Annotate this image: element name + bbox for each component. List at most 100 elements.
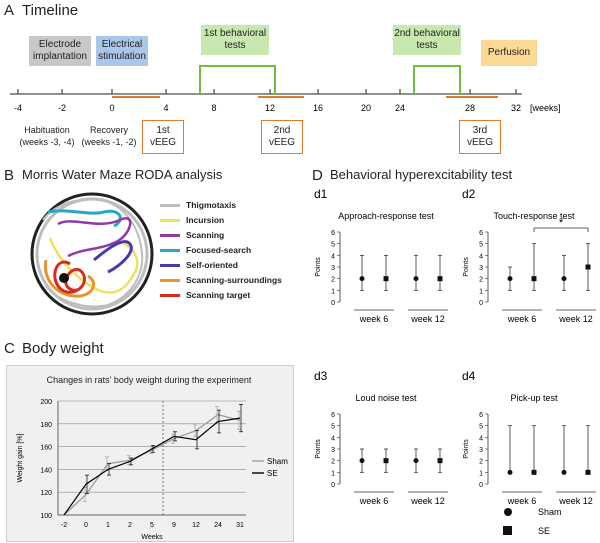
panel-d-title: Behavioral hyperexcitability test bbox=[330, 167, 513, 182]
group-label: week 12 bbox=[558, 314, 593, 324]
x-tick-label: 5 bbox=[150, 522, 154, 529]
y-axis-label: Points bbox=[315, 439, 322, 459]
group-label: week 6 bbox=[359, 496, 389, 506]
y-tick-label: 180 bbox=[40, 422, 52, 429]
sham-marker bbox=[507, 469, 513, 475]
y-axis-label: Points bbox=[463, 439, 470, 459]
behavioral-tests-1-box: 1st behavioral tests bbox=[201, 25, 269, 55]
y-tick-label: 160 bbox=[40, 445, 52, 452]
group-label: week 6 bbox=[507, 496, 537, 506]
behavioral-test-bracket bbox=[413, 65, 461, 94]
timeline-tick-label: 8 bbox=[211, 103, 216, 113]
y-axis-label: Weight gain [%] bbox=[17, 434, 24, 483]
timeline-tick-label: 12 bbox=[265, 103, 275, 113]
y-tick-label: 5 bbox=[479, 424, 483, 431]
legend-label: Self-oriented bbox=[186, 260, 238, 270]
platform-marker bbox=[59, 273, 69, 283]
se-marker bbox=[585, 469, 591, 475]
y-tick-label: 3 bbox=[331, 265, 335, 272]
se-marker bbox=[585, 264, 591, 270]
subpanel-id: d3 bbox=[314, 369, 328, 383]
legend-sham-label: Sham bbox=[538, 507, 562, 517]
veeg-3-box: 3rd vEEG bbox=[459, 120, 501, 154]
legend-label: Scanning target bbox=[186, 290, 251, 300]
se-marker bbox=[383, 458, 389, 464]
x-tick-label: 2 bbox=[128, 522, 132, 529]
y-tick-label: 100 bbox=[40, 513, 52, 520]
x-tick-label: 9 bbox=[172, 522, 176, 529]
subpanel-title: Pick-up test bbox=[510, 393, 558, 403]
y-tick-label: 6 bbox=[331, 230, 335, 237]
y-tick-label: 2 bbox=[479, 277, 483, 284]
legend-swatch bbox=[160, 219, 180, 222]
sham-marker bbox=[413, 458, 419, 464]
legend-label: Incursion bbox=[186, 215, 225, 225]
sham-marker bbox=[507, 276, 513, 282]
veeg-1-box: 1st vEEG bbox=[142, 120, 184, 154]
group-label: week 12 bbox=[558, 496, 593, 506]
series-line-se bbox=[63, 417, 241, 516]
subpanel-title: Approach-response test bbox=[338, 211, 434, 221]
sham-marker bbox=[359, 458, 365, 464]
timeline-tick-label: 24 bbox=[395, 103, 405, 113]
water-maze-diagram bbox=[30, 192, 154, 316]
x-tick-label: -2 bbox=[61, 522, 67, 529]
subpanel-id: d2 bbox=[462, 187, 476, 201]
behavioral-tests-charts: d1 Approach-response test 0 1 2 3 4 5 6 Points wee… bbox=[314, 187, 596, 536]
timeline-tick-label: -4 bbox=[14, 103, 22, 113]
x-tick-label: 0 bbox=[84, 522, 88, 529]
legend-label: Scanning bbox=[186, 230, 225, 240]
x-axis-label: Weeks bbox=[141, 534, 163, 540]
y-tick-label: 2 bbox=[331, 277, 335, 284]
panel-c-label: C bbox=[4, 340, 15, 357]
panel-b-label: B bbox=[4, 167, 15, 184]
y-tick-label: 4 bbox=[331, 435, 335, 442]
veeg-3-label: 3rd vEEG bbox=[466, 125, 494, 148]
x-tick-label: 31 bbox=[236, 522, 244, 529]
panel-b-title: Morris Water Maze RODA analysis bbox=[22, 167, 223, 182]
body-weight-chart-title: Changes in rats' body weight during the … bbox=[46, 375, 252, 385]
panel-c-title: Body weight bbox=[22, 340, 104, 357]
panel-a-title: Timeline bbox=[22, 2, 79, 19]
legend-sham-marker bbox=[504, 508, 512, 516]
legend-swatch bbox=[160, 264, 180, 267]
y-tick-label: 3 bbox=[479, 447, 483, 454]
timeline-tick-label: 28 bbox=[465, 103, 475, 113]
legend-swatch bbox=[160, 294, 180, 297]
behavioral-test-bracket bbox=[199, 65, 276, 94]
behavioral-tests-2-box: 2nd behavioral tests bbox=[393, 25, 461, 55]
y-tick-label: 200 bbox=[40, 399, 52, 406]
legend-label: Thigmotaxis bbox=[186, 200, 237, 210]
y-tick-label: 3 bbox=[479, 265, 483, 272]
sham-marker bbox=[561, 276, 567, 282]
timeline-tick-label: -2 bbox=[58, 103, 66, 113]
perfusion-label: Perfusion bbox=[487, 47, 531, 58]
legend-label: Sham bbox=[267, 457, 288, 466]
y-tick-label: 4 bbox=[331, 253, 335, 260]
group-label: week 6 bbox=[507, 314, 537, 324]
panel-d-label: D bbox=[312, 167, 323, 184]
behavioral-tests-1-label: 1st behavioral tests bbox=[203, 28, 267, 51]
y-tick-label: 4 bbox=[479, 435, 483, 442]
perfusion-box: Perfusion bbox=[481, 40, 537, 66]
y-axis-label: Points bbox=[315, 257, 322, 277]
veeg-2-label: 2nd vEEG bbox=[268, 125, 296, 148]
se-marker bbox=[531, 469, 537, 475]
y-tick-label: 6 bbox=[331, 412, 335, 419]
timeline-tick-label: 4 bbox=[163, 103, 168, 113]
legend-swatch bbox=[160, 204, 180, 207]
veeg-2-box: 2nd vEEG bbox=[261, 120, 303, 154]
y-tick-label: 1 bbox=[479, 288, 483, 295]
se-marker bbox=[437, 276, 443, 282]
sham-marker bbox=[561, 469, 567, 475]
y-tick-label: 0 bbox=[479, 300, 483, 307]
habituation-label: Habituation (weeks -3, -4) bbox=[19, 125, 75, 147]
timeline-tick-label: 0 bbox=[109, 103, 114, 113]
x-tick-label: 24 bbox=[214, 522, 222, 529]
y-tick-label: 0 bbox=[331, 300, 335, 307]
y-tick-label: 1 bbox=[331, 470, 335, 477]
y-tick-label: 1 bbox=[479, 470, 483, 477]
y-tick-label: 5 bbox=[479, 242, 483, 249]
electrical-stimulation-box: Electrical stimulation bbox=[96, 36, 148, 66]
